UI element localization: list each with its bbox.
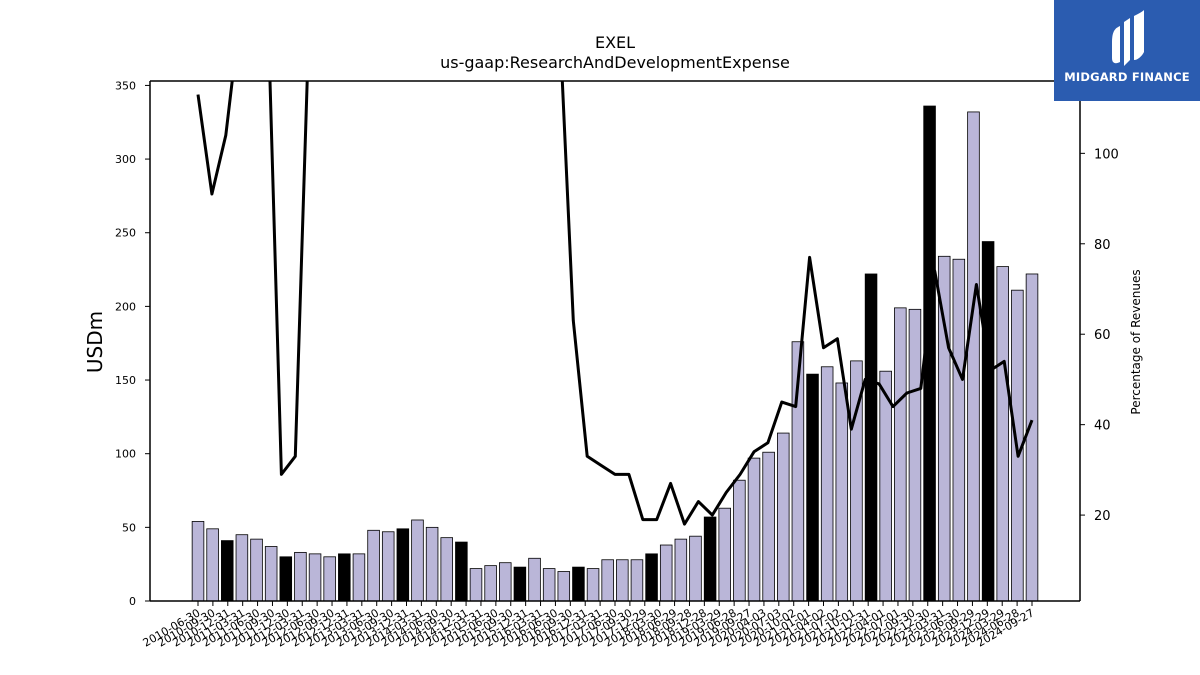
y2-tick-label: 40 (1094, 419, 1111, 434)
bar (425, 526, 439, 602)
bar (967, 111, 980, 602)
bar (762, 451, 775, 602)
bar (572, 566, 585, 602)
bar (616, 559, 629, 602)
bar (908, 308, 922, 602)
bar (294, 551, 307, 602)
bar (820, 366, 834, 602)
bar (703, 516, 717, 602)
y2-tick-label: 20 (1094, 509, 1111, 524)
bar (777, 432, 790, 602)
bar (952, 258, 966, 602)
bar (1025, 273, 1039, 602)
y-tick-label: 350 (115, 79, 136, 92)
bar (206, 528, 219, 602)
y2-tick-label: 60 (1094, 328, 1111, 343)
bar (645, 553, 658, 602)
bar (747, 457, 761, 602)
y-tick-label: 250 (115, 227, 136, 240)
brand-logo: MIDGARD FINANCE (1054, 0, 1200, 101)
bar (411, 519, 424, 602)
bar (864, 273, 878, 602)
bar (250, 538, 263, 602)
bar (586, 568, 600, 602)
bar (338, 553, 351, 602)
bar (557, 571, 571, 602)
bar (499, 562, 512, 602)
line-series (196, 81, 1034, 526)
bar (352, 553, 366, 602)
y-tick-label: 200 (115, 300, 136, 313)
bar (601, 559, 614, 602)
bar (235, 534, 249, 602)
bar (528, 557, 541, 602)
bar (279, 556, 293, 602)
y-tick-label: 150 (115, 374, 136, 387)
bar (630, 559, 644, 602)
bar (718, 507, 731, 602)
y-axis-ticks: 0 50 100 150 200 250 300 350 (115, 79, 150, 608)
bar (381, 531, 395, 602)
ratio-line (196, 81, 1034, 526)
brand-name: MIDGARD FINANCE (1064, 70, 1190, 84)
y2-axis-ticks: 20 40 60 80 100 (1080, 147, 1119, 524)
bar (689, 535, 702, 602)
bar (484, 565, 497, 602)
bar (323, 556, 336, 602)
bar (469, 568, 483, 602)
chart-subtitle: us-gaap:ResearchAndDevelopmentExpense (440, 53, 790, 72)
bar (308, 553, 322, 602)
bar (674, 538, 688, 602)
bar (367, 529, 380, 602)
x-axis-ticks: 2010-06-302010-09-302010-12-312011-03-31… (141, 601, 1037, 650)
bar (542, 568, 556, 602)
y-axis-label: USDm (83, 311, 107, 373)
bar (440, 537, 453, 602)
bar (191, 521, 205, 602)
bar-series (191, 105, 1039, 602)
bar (733, 479, 746, 602)
bar (879, 370, 892, 602)
y-tick-label: 300 (115, 153, 136, 166)
bar (396, 528, 410, 602)
y2-tick-label: 100 (1094, 147, 1119, 162)
bar (806, 373, 819, 602)
y-tick-label: 50 (122, 521, 136, 534)
y2-axis-label: Percentage of Revenues (1129, 269, 1143, 414)
y2-tick-label: 80 (1094, 238, 1111, 253)
bar (981, 241, 995, 602)
midgard-logo-icon (1112, 10, 1144, 66)
bar (835, 382, 849, 602)
y-tick-label: 100 (115, 448, 136, 461)
bar (894, 307, 907, 602)
chart-title: EXEL (595, 33, 635, 52)
bar (513, 566, 527, 602)
bar (264, 546, 278, 602)
y-tick-label: 0 (129, 595, 136, 608)
bar (455, 541, 468, 602)
bar (996, 266, 1009, 602)
bar (659, 544, 673, 602)
bar (221, 540, 234, 602)
